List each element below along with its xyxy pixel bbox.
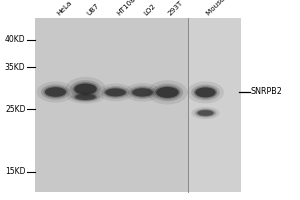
Text: 293T: 293T xyxy=(167,0,184,17)
Ellipse shape xyxy=(41,84,70,100)
Ellipse shape xyxy=(128,86,157,99)
Ellipse shape xyxy=(105,88,126,96)
Ellipse shape xyxy=(131,87,154,98)
Ellipse shape xyxy=(75,94,96,100)
Ellipse shape xyxy=(67,90,104,104)
Ellipse shape xyxy=(73,82,98,96)
Ellipse shape xyxy=(195,109,216,117)
Ellipse shape xyxy=(70,80,101,98)
Ellipse shape xyxy=(191,84,220,100)
Ellipse shape xyxy=(104,87,127,97)
Ellipse shape xyxy=(97,84,134,101)
Text: 40KD: 40KD xyxy=(5,36,26,45)
Ellipse shape xyxy=(154,86,180,99)
Ellipse shape xyxy=(65,77,106,101)
Ellipse shape xyxy=(194,86,217,99)
Text: U87: U87 xyxy=(85,3,100,17)
Text: SNRPB2: SNRPB2 xyxy=(250,88,282,97)
Ellipse shape xyxy=(187,81,224,103)
Ellipse shape xyxy=(74,93,97,101)
Ellipse shape xyxy=(152,84,183,101)
Bar xyxy=(188,18,241,192)
Text: HT1080: HT1080 xyxy=(116,0,140,17)
Text: 15KD: 15KD xyxy=(5,168,26,176)
Ellipse shape xyxy=(37,81,74,103)
Ellipse shape xyxy=(124,83,161,102)
Ellipse shape xyxy=(132,88,153,97)
Text: 35KD: 35KD xyxy=(5,62,26,72)
Ellipse shape xyxy=(71,92,100,102)
Ellipse shape xyxy=(147,80,188,104)
Ellipse shape xyxy=(74,83,97,94)
Bar xyxy=(34,18,188,192)
Text: LO2: LO2 xyxy=(142,3,157,17)
Ellipse shape xyxy=(156,87,179,98)
Ellipse shape xyxy=(191,107,220,119)
Ellipse shape xyxy=(196,110,214,116)
Text: HeLa: HeLa xyxy=(56,0,73,17)
Ellipse shape xyxy=(101,86,130,99)
Ellipse shape xyxy=(198,110,213,116)
Ellipse shape xyxy=(195,87,216,97)
Ellipse shape xyxy=(45,87,66,97)
Text: 25KD: 25KD xyxy=(5,104,26,114)
Ellipse shape xyxy=(44,86,68,98)
Text: Mouse liver: Mouse liver xyxy=(206,0,239,17)
